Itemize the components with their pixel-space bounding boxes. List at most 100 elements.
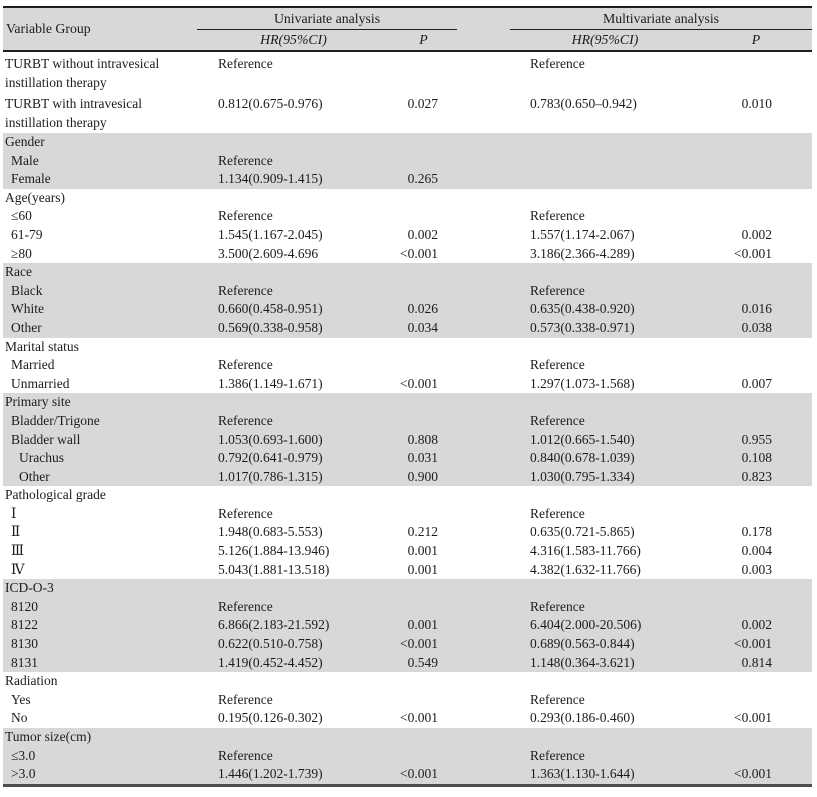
- uni-p-header: P: [390, 29, 457, 52]
- table-row: Ⅰ Reference Reference: [3, 504, 813, 524]
- spacer-cell: [457, 597, 510, 617]
- multi-hr-cell: Reference: [510, 597, 700, 617]
- uni-hr-cell: 0.195(0.126-0.302): [197, 709, 390, 728]
- uni-p-cell: 0.002: [390, 225, 457, 245]
- multi-hr-cell: 1.557(1.174-2.067): [510, 225, 700, 245]
- uni-p-cell: <0.001: [390, 244, 457, 264]
- spacer-cell: [457, 300, 510, 319]
- spacer-cell: [457, 709, 510, 728]
- multi-hr-cell: 1.030(0.795-1.334): [510, 467, 700, 487]
- uni-hr-cell: 1.419(0.452-4.452): [197, 653, 390, 673]
- multi-p-cell: [700, 207, 813, 226]
- uni-p-cell: 0.001: [390, 560, 457, 580]
- uni-p-cell: [390, 746, 457, 766]
- table-row: 8122 6.866(2.183-21.592) 0.001 6.404(2.000-…: [3, 616, 813, 636]
- variable-label: Married: [3, 356, 197, 375]
- uni-hr-cell: Reference: [197, 690, 390, 710]
- group-name: Marital status: [3, 337, 813, 357]
- multi-hr-cell: 4.382(1.632-11.766): [510, 560, 700, 580]
- variable-label: Other: [3, 318, 197, 338]
- table-row: Unmarried 1.386(1.149-1.671) <0.001 1.297(1…: [3, 374, 813, 394]
- variable-label: Bladder/Trigone: [3, 411, 197, 431]
- multi-hr-cell: Reference: [510, 746, 700, 766]
- table-row: Ⅱ 1.948(0.683-5.553) 0.212 0.635(0.721-5.86…: [3, 523, 813, 543]
- uni-hr-cell: 6.866(2.183-21.592): [197, 616, 390, 636]
- uni-p-cell: 0.001: [390, 542, 457, 561]
- multi-p-header: P: [700, 29, 813, 52]
- spacer-cell: [457, 504, 510, 524]
- table-row: White 0.660(0.458-0.951) 0.026 0.635(0.438-…: [3, 300, 813, 319]
- multi-p-cell: <0.001: [700, 635, 813, 654]
- spacer-cell: [457, 92, 510, 133]
- uni-p-cell: 0.900: [390, 467, 457, 487]
- multi-hr-cell: 3.186(2.366-4.289): [510, 244, 700, 264]
- variable-label: Urachus: [3, 449, 197, 468]
- spacer-cell: [457, 616, 510, 636]
- group-name: Gender: [3, 133, 813, 152]
- table-header: Variable Group Univariate analysis Multi…: [3, 7, 813, 52]
- uni-p-cell: [390, 597, 457, 617]
- multi-p-cell: [700, 746, 813, 766]
- variable-label: Male: [3, 151, 197, 171]
- uni-p-cell: 0.027: [390, 92, 457, 133]
- table-row: Ⅲ 5.126(1.884-13.946) 0.001 4.316(1.583-11.…: [3, 542, 813, 561]
- multi-p-cell: [700, 170, 813, 189]
- univariate-analysis-header: Univariate analysis: [197, 7, 457, 30]
- group-header-row: Race: [3, 263, 813, 282]
- multi-p-cell: 0.814: [700, 653, 813, 673]
- variable-label: Yes: [3, 690, 197, 710]
- group-header-row: Primary site: [3, 393, 813, 412]
- multi-hr-cell: 0.840(0.678-1.039): [510, 449, 700, 468]
- spacer-cell: [457, 207, 510, 226]
- variable-label: Bladder wall: [3, 430, 197, 450]
- uni-p-cell: 0.808: [390, 430, 457, 450]
- uni-hr-cell: Reference: [197, 356, 390, 375]
- group-name: ICD-O-3: [3, 579, 813, 598]
- spacer-cell: [457, 635, 510, 654]
- spacer-cell: [457, 170, 510, 189]
- uni-p-cell: [390, 207, 457, 226]
- multi-hr-cell: [510, 170, 700, 189]
- variable-label: ≥80: [3, 244, 197, 264]
- multi-hr-cell: 6.404(2.000-20.506): [510, 616, 700, 636]
- spacer-cell: [457, 560, 510, 580]
- multi-p-cell: 0.003: [700, 560, 813, 580]
- group-name: Radiation: [3, 672, 813, 691]
- uni-hr-cell: 5.126(1.884-13.946): [197, 542, 390, 561]
- multi-hr-cell: 4.316(1.583-11.766): [510, 542, 700, 561]
- group-name: Race: [3, 263, 813, 282]
- table-row: TURBT with intravesical instillation the…: [3, 92, 813, 133]
- multi-p-cell: 0.038: [700, 318, 813, 338]
- multi-hr-cell: 1.363(1.130-1.644): [510, 765, 700, 786]
- multi-hr-cell: [510, 151, 700, 171]
- uni-hr-cell: 1.446(1.202-1.739): [197, 765, 390, 786]
- table-row: No 0.195(0.126-0.302) <0.001 0.293(0.186-0.…: [3, 709, 813, 728]
- uni-hr-cell: Reference: [197, 746, 390, 766]
- table-row: TURBT without intravesical instillation …: [3, 51, 813, 92]
- uni-p-cell: <0.001: [390, 635, 457, 654]
- group-header-row: Gender: [3, 133, 813, 152]
- spacer-cell: [457, 746, 510, 766]
- variable-label: ≤3.0: [3, 746, 197, 766]
- variable-label: 8122: [3, 616, 197, 636]
- multi-hr-cell: Reference: [510, 51, 700, 92]
- multi-hr-cell: 0.573(0.338-0.971): [510, 318, 700, 338]
- variable-label: 8130: [3, 635, 197, 654]
- multi-p-cell: 0.004: [700, 542, 813, 561]
- uni-hr-cell: 5.043(1.881-13.518): [197, 560, 390, 580]
- uni-p-cell: <0.001: [390, 709, 457, 728]
- table-row: Urachus 0.792(0.641-0.979) 0.031 0.840(0.67…: [3, 449, 813, 468]
- multi-hr-cell: 0.783(0.650–0.942): [510, 92, 700, 133]
- multi-p-cell: 0.002: [700, 225, 813, 245]
- uni-hr-cell: 0.792(0.641-0.979): [197, 449, 390, 468]
- uni-hr-cell: Reference: [197, 597, 390, 617]
- spacer-cell: [457, 374, 510, 394]
- spacer-cell: [457, 765, 510, 786]
- spacer-cell: [457, 653, 510, 673]
- uni-p-cell: [390, 690, 457, 710]
- uni-hr-cell: 0.622(0.510-0.758): [197, 635, 390, 654]
- multi-p-cell: 0.178: [700, 523, 813, 543]
- group-name: Pathological grade: [3, 486, 813, 505]
- table-body: TURBT without intravesical instillation …: [3, 51, 813, 786]
- multi-p-cell: 0.002: [700, 616, 813, 636]
